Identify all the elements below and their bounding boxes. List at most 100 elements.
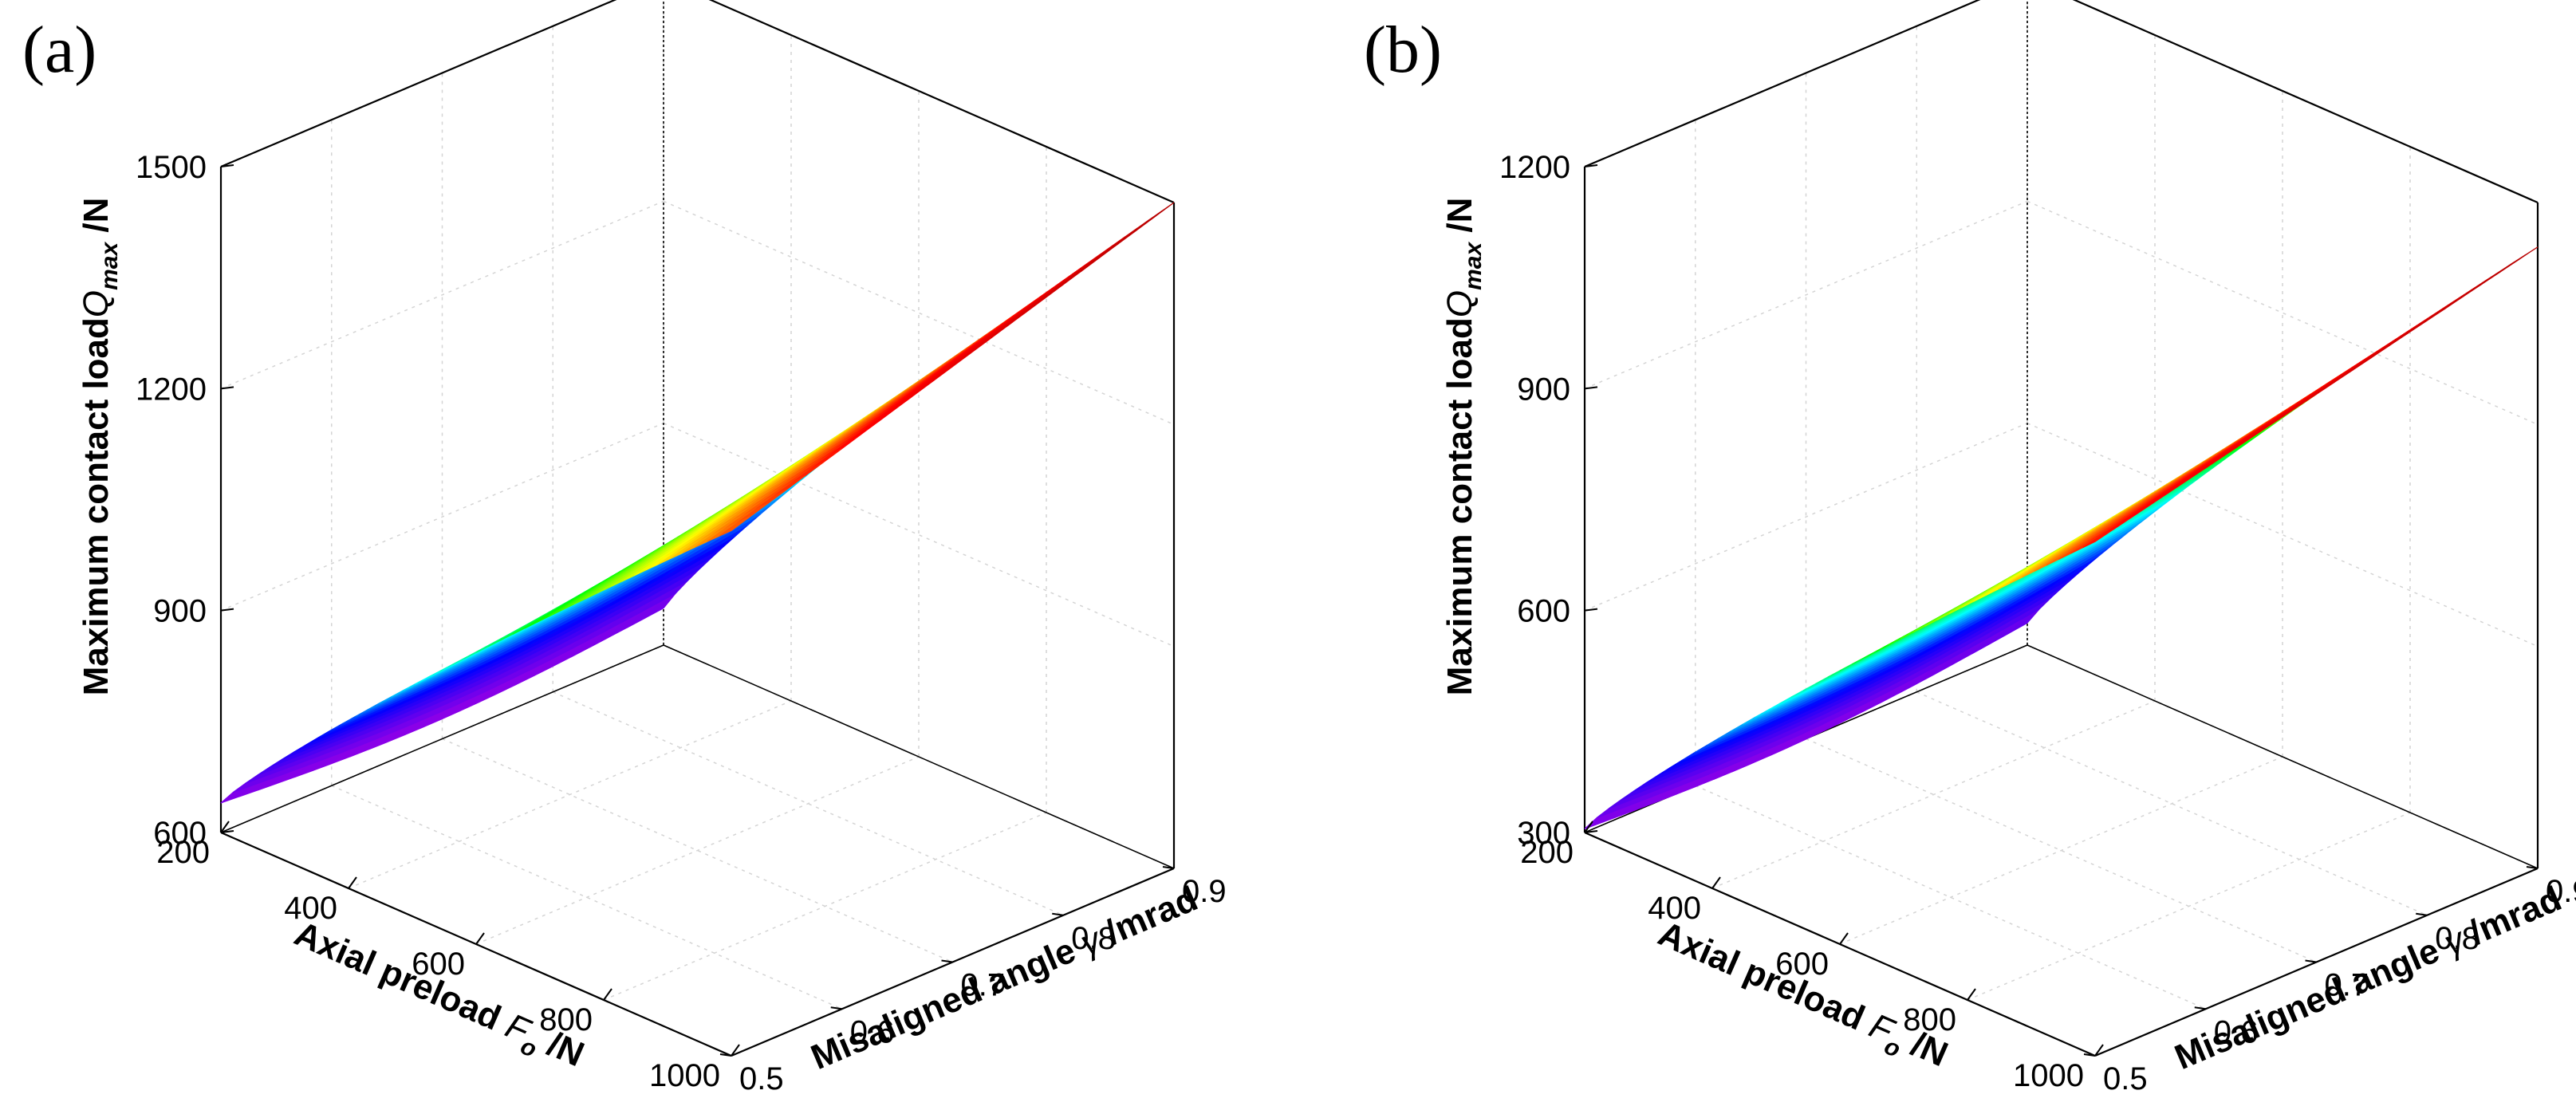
surface [1584, 246, 2539, 829]
y-tick-label: 0.9 [1182, 874, 1227, 909]
x-tick-mark [731, 1044, 740, 1057]
z-tick-mark [220, 386, 234, 390]
surface-patch [2082, 529, 2114, 549]
y-tick-mark [719, 1053, 732, 1057]
y-tick-label: 0.7 [961, 968, 1006, 1003]
x-tick-mark [1584, 821, 1593, 833]
ticks [1584, 164, 2539, 1057]
grid-line [1711, 700, 2156, 889]
x-tick-label: 600 [412, 947, 465, 982]
x-axis-label: Axial preload Fo /N [1650, 914, 1954, 1081]
panel-label: (b) [1364, 13, 1442, 87]
grid-line [663, 422, 1175, 648]
grid-line [2027, 200, 2539, 426]
x-axis-label: Axial preload Fo /N [286, 914, 590, 1081]
box-edge [663, 644, 1175, 869]
x-tick-label: 1000 [649, 1058, 720, 1093]
grid-line [1916, 691, 2428, 916]
y-tick-mark [2083, 1053, 2096, 1057]
y-tick-mark [830, 1006, 842, 1010]
z-tick-label: 1500 [136, 150, 207, 185]
y-tick-label: 0.6 [2214, 1014, 2259, 1049]
grid-line [220, 200, 664, 390]
panel-a: (a) 600 900 1200 1500 200 400 600 800 1000 0.5 0.6 0… [22, 0, 1227, 1096]
x-tick-mark [603, 988, 612, 1001]
x-tick-label: 800 [539, 1002, 593, 1037]
panel-label: (a) [22, 13, 97, 87]
z-tick-mark [1584, 386, 1598, 390]
x-tick-mark [1711, 876, 1721, 889]
z-axis-label: Maximum contact loadQmax /N [1440, 198, 1487, 696]
box-edge [2072, 0, 2539, 204]
grid-line [475, 756, 920, 945]
x-tick-mark [1839, 932, 1849, 945]
surface-patch [719, 516, 750, 537]
x-tick-label: 600 [1775, 947, 1829, 982]
box-edge [2027, 644, 2539, 869]
grid-line [442, 738, 953, 963]
y-tick-mark [2305, 959, 2317, 963]
z-tick-mark [220, 608, 234, 612]
y-tick-mark [941, 959, 953, 963]
grid-lines [1584, 0, 2539, 1057]
grid-line [1584, 422, 2028, 612]
y-tick-mark [2416, 912, 2428, 916]
y-axis-label: Misaligned angle γ /mrad [805, 879, 1203, 1077]
grid-line [331, 785, 843, 1010]
z-tick-mark [1584, 608, 1598, 612]
grid-line [552, 691, 1064, 916]
z-tick-label: 600 [1517, 594, 1570, 629]
y-tick-label: 0.9 [2546, 874, 2576, 909]
grid-line [663, 200, 1175, 426]
x-tick-label: 400 [284, 891, 337, 926]
panel-b: (b) 300 600 900 1200 200 400 600 800 1000 0.5 0.6 0.… [1364, 0, 2576, 1096]
y-tick-mark [2526, 866, 2539, 869]
x-tick-label: 800 [1903, 1002, 1956, 1037]
y-tick-label: 0.5 [739, 1061, 784, 1096]
x-tick-label: 200 [156, 835, 210, 870]
y-tick-mark [1052, 912, 1064, 916]
x-tick-mark [348, 876, 357, 889]
z-tick-label: 1200 [1499, 150, 1570, 185]
axis-box-inner [220, 0, 1175, 869]
box-edge [220, 644, 664, 833]
grid-line [348, 700, 792, 889]
x-tick-mark [475, 932, 485, 945]
z-tick-mark [220, 164, 234, 167]
z-tick-mark [220, 830, 234, 833]
grid-line [1695, 785, 2207, 1010]
grid-line [603, 812, 1047, 1001]
z-tick-label: 900 [1517, 372, 1570, 407]
y-tick-label: 0.5 [2103, 1061, 2148, 1096]
y-tick-label: 0.8 [1071, 921, 1116, 956]
x-tick-label: 1000 [2013, 1058, 2084, 1093]
y-tick-label: 0.7 [2325, 968, 2369, 1003]
y-tick-label: 0.8 [2435, 921, 2479, 956]
box-edge [708, 0, 1175, 204]
surface [220, 202, 1175, 804]
grid-line [1839, 756, 2283, 945]
grid-line [1584, 200, 2028, 390]
x-tick-mark [220, 821, 230, 833]
ticks [220, 164, 1175, 1057]
grid-line [1806, 738, 2317, 963]
grid-line [2027, 422, 2539, 648]
z-tick-mark [1584, 164, 1598, 167]
grid-line [220, 422, 664, 612]
z-tick-label: 300 [1517, 816, 1570, 851]
box-edge [220, 0, 617, 168]
box-edge [1584, 0, 1981, 168]
x-tick-label: 200 [1520, 835, 1574, 870]
axis-box [1583, 0, 2539, 1057]
x-tick-mark [1967, 988, 1976, 1001]
grid-line [1967, 812, 2411, 1001]
z-tick-label: 600 [153, 816, 207, 851]
y-tick-mark [1162, 866, 1175, 869]
z-tick-mark [1584, 830, 1598, 833]
z-axis-label: Maximum contact loadQmax /N [77, 198, 123, 696]
y-tick-label: 0.6 [850, 1014, 895, 1049]
y-axis-label: Misaligned angle γ /mrad [2169, 879, 2567, 1077]
z-tick-label: 900 [153, 594, 207, 629]
z-tick-label: 1200 [136, 372, 207, 407]
